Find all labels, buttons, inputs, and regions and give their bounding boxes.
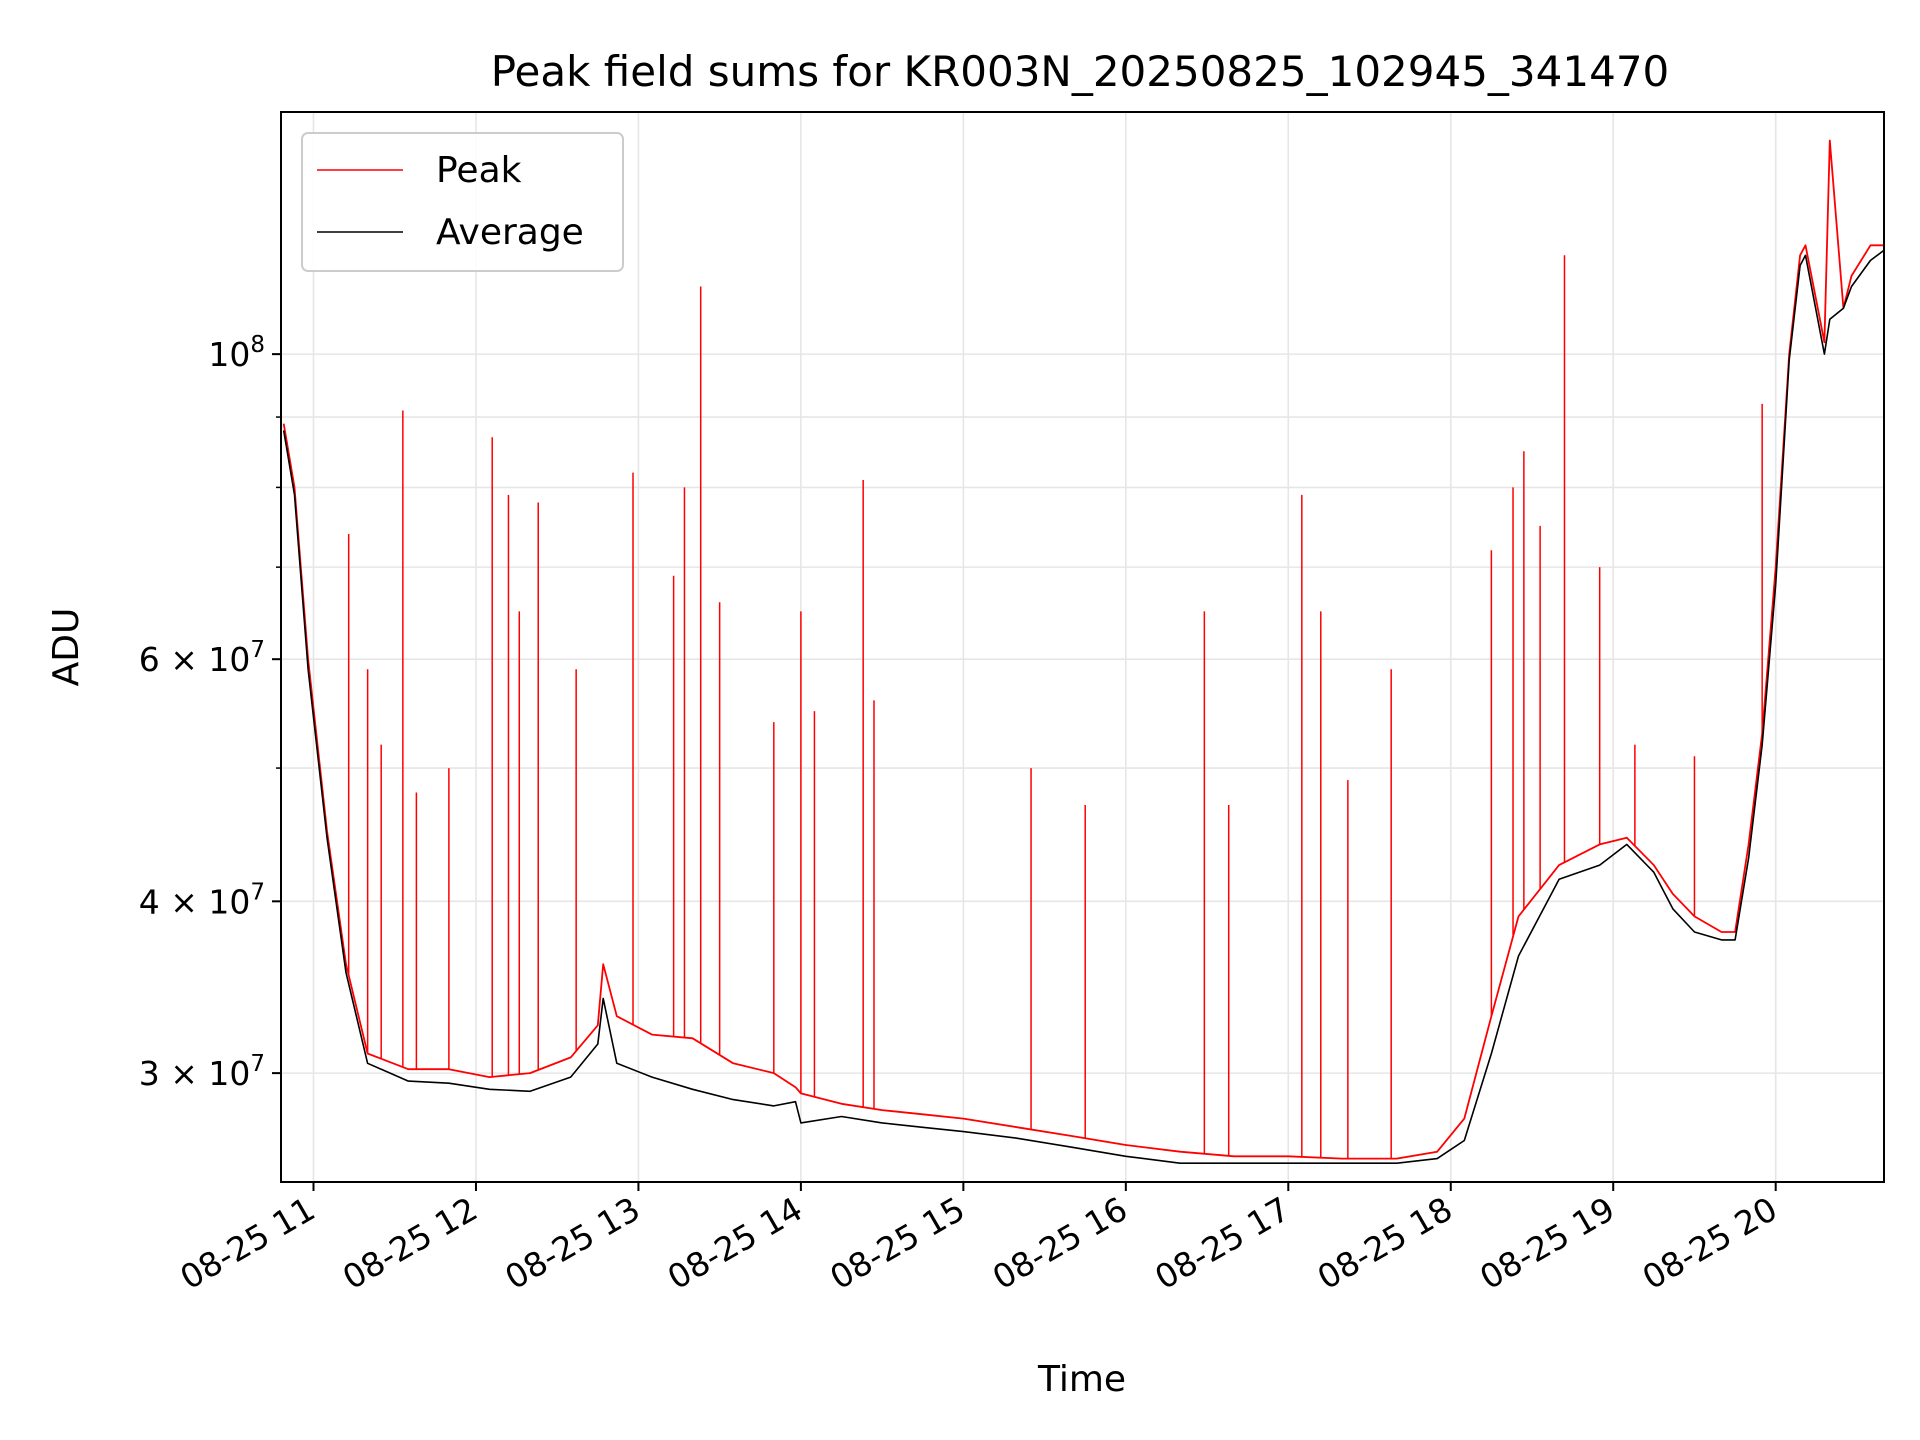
y-axis-label: ADU [46,608,87,687]
y-tick-label: 3 × 107 [139,1051,265,1093]
x-axis-label: Time [1037,1359,1126,1400]
y-tick-label: 6 × 107 [139,637,265,679]
series-line-peak [282,139,1884,1160]
plot-series [282,139,1884,1164]
y-axis-ticks: 3 × 107 4 × 107 6 × 107 108 [139,332,281,1093]
plot-frame [280,111,1885,1183]
grid-lines [281,112,1884,1182]
series-line-average [282,249,1884,1164]
legend-box [301,132,624,272]
legend-label-average: Average [436,212,584,253]
y-tick-label: 108 [208,332,265,374]
legend: Peak Average [301,132,624,272]
chart-title: Peak field sums for KR003N_20250825_1029… [491,47,1670,96]
legend-label-peak: Peak [436,150,522,191]
y-tick-label: 4 × 107 [139,879,265,921]
